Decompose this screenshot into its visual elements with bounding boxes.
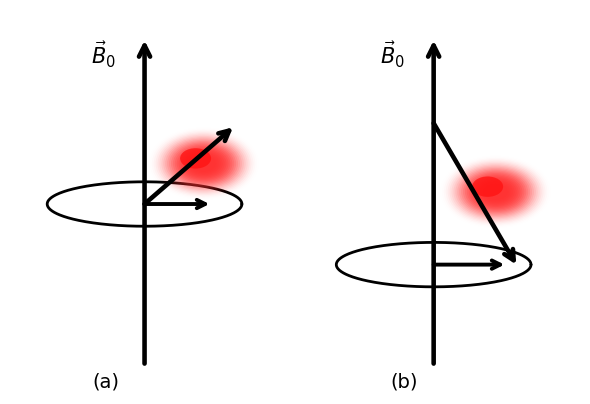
Ellipse shape bbox=[482, 183, 509, 201]
Ellipse shape bbox=[488, 187, 503, 197]
Ellipse shape bbox=[161, 136, 245, 191]
Ellipse shape bbox=[180, 148, 211, 168]
Ellipse shape bbox=[473, 177, 519, 207]
Ellipse shape bbox=[188, 154, 219, 174]
Ellipse shape bbox=[173, 143, 234, 184]
Ellipse shape bbox=[167, 140, 240, 187]
Ellipse shape bbox=[192, 156, 215, 171]
Ellipse shape bbox=[175, 145, 232, 183]
Ellipse shape bbox=[463, 170, 528, 213]
Ellipse shape bbox=[484, 184, 507, 200]
Ellipse shape bbox=[471, 175, 520, 208]
Ellipse shape bbox=[468, 174, 522, 210]
Ellipse shape bbox=[190, 155, 217, 173]
Ellipse shape bbox=[474, 178, 517, 206]
Text: $\vec{B}_0$: $\vec{B}_0$ bbox=[91, 39, 116, 70]
Ellipse shape bbox=[194, 157, 213, 170]
Ellipse shape bbox=[179, 147, 228, 180]
Ellipse shape bbox=[459, 168, 532, 216]
Ellipse shape bbox=[198, 160, 209, 167]
Ellipse shape bbox=[476, 179, 514, 204]
Text: (a): (a) bbox=[93, 372, 120, 391]
Ellipse shape bbox=[177, 146, 230, 181]
Ellipse shape bbox=[478, 181, 513, 203]
Ellipse shape bbox=[196, 159, 211, 168]
Ellipse shape bbox=[451, 163, 540, 221]
Text: $\vec{B}_0$: $\vec{B}_0$ bbox=[380, 39, 405, 70]
Ellipse shape bbox=[480, 182, 511, 202]
Ellipse shape bbox=[472, 177, 503, 197]
Ellipse shape bbox=[494, 191, 497, 193]
Text: (b): (b) bbox=[391, 372, 418, 391]
Ellipse shape bbox=[182, 150, 225, 177]
Ellipse shape bbox=[181, 149, 227, 179]
Ellipse shape bbox=[465, 172, 526, 212]
Ellipse shape bbox=[199, 161, 208, 166]
Ellipse shape bbox=[186, 152, 221, 175]
Ellipse shape bbox=[163, 137, 244, 190]
Ellipse shape bbox=[171, 142, 236, 185]
Ellipse shape bbox=[455, 165, 536, 219]
Ellipse shape bbox=[202, 162, 205, 165]
Ellipse shape bbox=[486, 185, 505, 198]
Ellipse shape bbox=[467, 173, 525, 211]
Ellipse shape bbox=[457, 167, 534, 217]
Ellipse shape bbox=[453, 164, 537, 220]
Ellipse shape bbox=[491, 189, 499, 194]
Ellipse shape bbox=[165, 139, 242, 189]
Ellipse shape bbox=[159, 135, 248, 193]
Ellipse shape bbox=[490, 188, 502, 196]
Ellipse shape bbox=[184, 151, 223, 176]
Ellipse shape bbox=[461, 169, 530, 215]
Ellipse shape bbox=[169, 141, 238, 186]
